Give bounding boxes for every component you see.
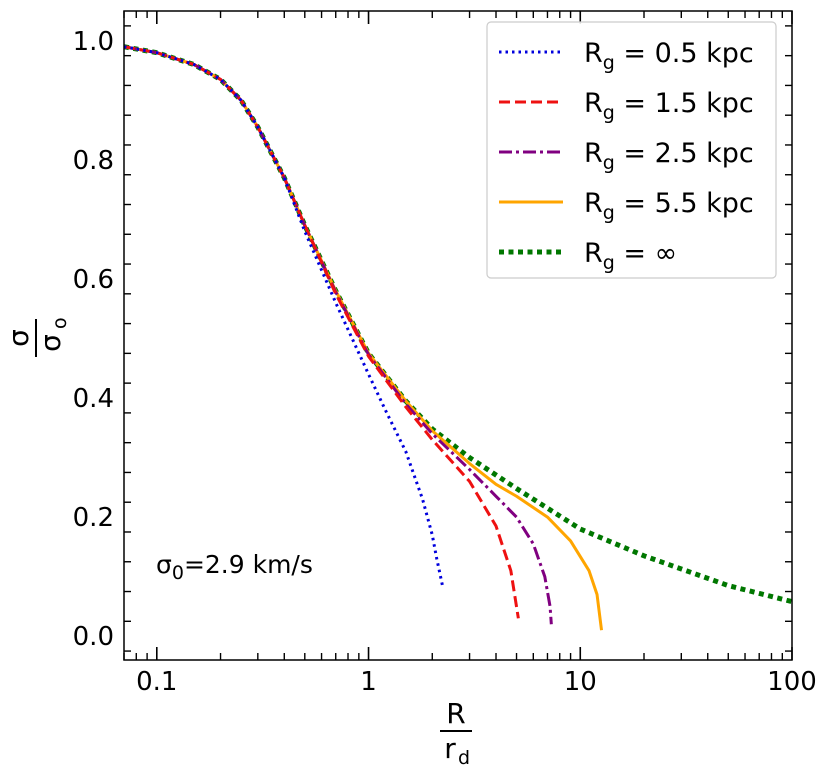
y-label-subscript: o (49, 317, 71, 329)
y-tick-label: 0.2 (73, 503, 114, 533)
tick-labels: 0.1 1 10 100 0.0 0.2 0.4 0.6 0.8 1.0 (73, 27, 817, 697)
y-tick-label: 0.8 (73, 146, 114, 176)
legend: Rg = 0.5 kpc Rg = 1.5 kpc Rg = 2.5 kpc Rg =… (486, 21, 777, 279)
legend-box (486, 21, 777, 279)
series-line-1 (123, 45, 520, 619)
x-tick-label: 0.1 (136, 667, 177, 697)
x-axis-label: R r d (440, 697, 472, 769)
x-label-subscript: d (458, 747, 470, 769)
legend-label-1: Rg = 1.5 kpc (584, 88, 754, 124)
sigma0-annotation: σ0=2.9 km/s (156, 550, 313, 584)
x-tick-label: 100 (767, 667, 817, 697)
y-label-numerator: σ (2, 329, 35, 347)
axis-ticks (123, 11, 793, 660)
legend-label-0: Rg = 0.5 kpc (584, 38, 754, 74)
x-label-numerator: R (446, 697, 465, 730)
legend-label-3: Rg = 5.5 kpc (584, 188, 754, 224)
legend-label-2: Rg = 2.5 kpc (584, 138, 754, 174)
x-label-denominator: r (444, 732, 456, 765)
x-tick-label: 10 (564, 667, 597, 697)
y-tick-label: 1.0 (73, 27, 114, 57)
legend-label-4: Rg = ∞ (584, 238, 677, 274)
x-tick-label: 1 (360, 667, 377, 697)
y-tick-label: 0.0 (73, 622, 114, 652)
plot-frame (123, 10, 793, 661)
curves (123, 44, 793, 631)
y-label-denominator: σ (34, 334, 67, 352)
y-axis-label: σ σ o (2, 317, 71, 357)
y-tick-label: 0.4 (73, 384, 114, 414)
y-tick-label: 0.6 (73, 265, 114, 295)
